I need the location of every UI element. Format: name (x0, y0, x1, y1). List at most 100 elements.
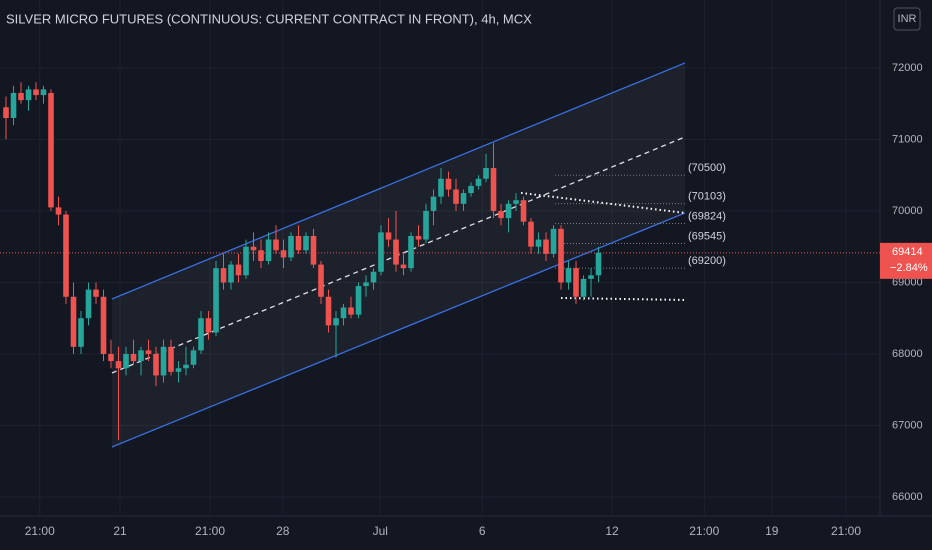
candle-body (468, 185, 474, 194)
candle-body (138, 350, 144, 362)
x-tick-label: Jul (373, 524, 388, 538)
candle-body (273, 239, 279, 251)
channel-upper (111, 62, 686, 300)
candle-body (415, 235, 422, 240)
plot: (70500) (70103) (69824) (69545) (69200) (0, 62, 880, 448)
candle-body (580, 278, 587, 297)
candle-body (70, 296, 77, 347)
candle-body (595, 252, 602, 276)
candle-body (115, 361, 122, 369)
candle-body (123, 353, 129, 369)
candle-body (475, 178, 482, 186)
currency-label[interactable]: INR (898, 13, 917, 25)
candle-body (535, 239, 542, 247)
y-tick-label: 68000 (892, 348, 923, 360)
candle-body (400, 264, 407, 269)
candle-body (370, 271, 377, 283)
candle-body (520, 200, 527, 222)
candle-body (168, 346, 174, 372)
x-tick-label: 21:00 (25, 524, 55, 538)
candle-body (235, 264, 242, 276)
candle-body (340, 307, 347, 319)
grid (0, 0, 880, 516)
candle-body (145, 350, 152, 354)
y-tick-label: 71000 (892, 133, 923, 145)
candle-body (348, 307, 354, 315)
candle-body (258, 250, 264, 262)
candle-body (130, 353, 137, 362)
candle-body (183, 364, 189, 369)
candle-body (243, 246, 249, 276)
candle-body (288, 235, 294, 258)
candle-body (220, 268, 227, 283)
candle-body (228, 264, 234, 283)
level-label: (70103) (688, 190, 726, 202)
candle-body (423, 210, 429, 240)
y-tick-label: 70000 (892, 205, 923, 217)
candle-body (48, 92, 54, 208)
x-tick-label: 21:00 (689, 524, 719, 538)
candle-body (378, 232, 384, 272)
y-tick-label: 69000 (892, 276, 923, 288)
candle-body (355, 286, 362, 315)
candle-body (190, 350, 197, 365)
candle-body (573, 268, 579, 297)
candle-body (303, 235, 309, 251)
change-label: −2.84% (890, 262, 928, 274)
candle-body (153, 353, 159, 376)
x-tick-label: 21 (113, 524, 127, 538)
candle-body (265, 239, 272, 262)
candle-body (513, 200, 519, 204)
chart-title: SILVER MICRO FUTURES (CONTINUOUS: CURREN… (6, 11, 532, 26)
currency-button[interactable] (893, 7, 921, 31)
candle-body (385, 232, 392, 240)
level-label: (69824) (688, 210, 726, 222)
candle-body (498, 210, 504, 219)
candle-body (393, 239, 399, 265)
candle-body (408, 235, 414, 269)
level-label: (70500) (688, 162, 726, 174)
candle-body (55, 207, 62, 215)
candle-body (310, 235, 317, 265)
candle-body (490, 168, 497, 211)
y-tick-label: 66000 (892, 491, 923, 503)
candle-body (565, 268, 572, 283)
candle-body (18, 92, 24, 101)
x-tick-label: 28 (276, 524, 290, 538)
candle-body (160, 346, 167, 376)
candle-body (325, 296, 332, 326)
candle-body (483, 168, 489, 179)
y-tick-label: 67000 (892, 419, 923, 431)
candle-body (93, 289, 99, 297)
candle-body (108, 353, 114, 362)
candle-body (280, 250, 287, 258)
x-tick-label: 21:00 (831, 524, 861, 538)
candle-body (40, 89, 47, 96)
trend-line (520, 191, 686, 214)
candle-body (175, 368, 182, 372)
candle-body (250, 246, 257, 251)
y-tick-label: 72000 (892, 62, 923, 74)
last-price-badge (880, 242, 932, 279)
candle-body (445, 178, 452, 190)
candle-body (10, 92, 17, 118)
candle-body (318, 264, 324, 297)
candle-body (460, 193, 467, 204)
candle-body (430, 196, 437, 211)
candle-body (85, 289, 92, 319)
candle-body (100, 296, 107, 354)
x-tick-label: 21:00 (195, 524, 225, 538)
candle-body (438, 178, 444, 197)
level-label: (69200) (688, 255, 726, 267)
last-price-label: 69414 (892, 246, 923, 258)
level-label: (69545) (688, 230, 726, 242)
candle-body (550, 228, 557, 254)
candle-body (63, 214, 69, 297)
candle-body (543, 239, 549, 254)
x-tick-label: 6 (479, 524, 486, 538)
candle-body (558, 228, 564, 283)
candle-body (78, 318, 84, 347)
candle-body (528, 221, 534, 247)
